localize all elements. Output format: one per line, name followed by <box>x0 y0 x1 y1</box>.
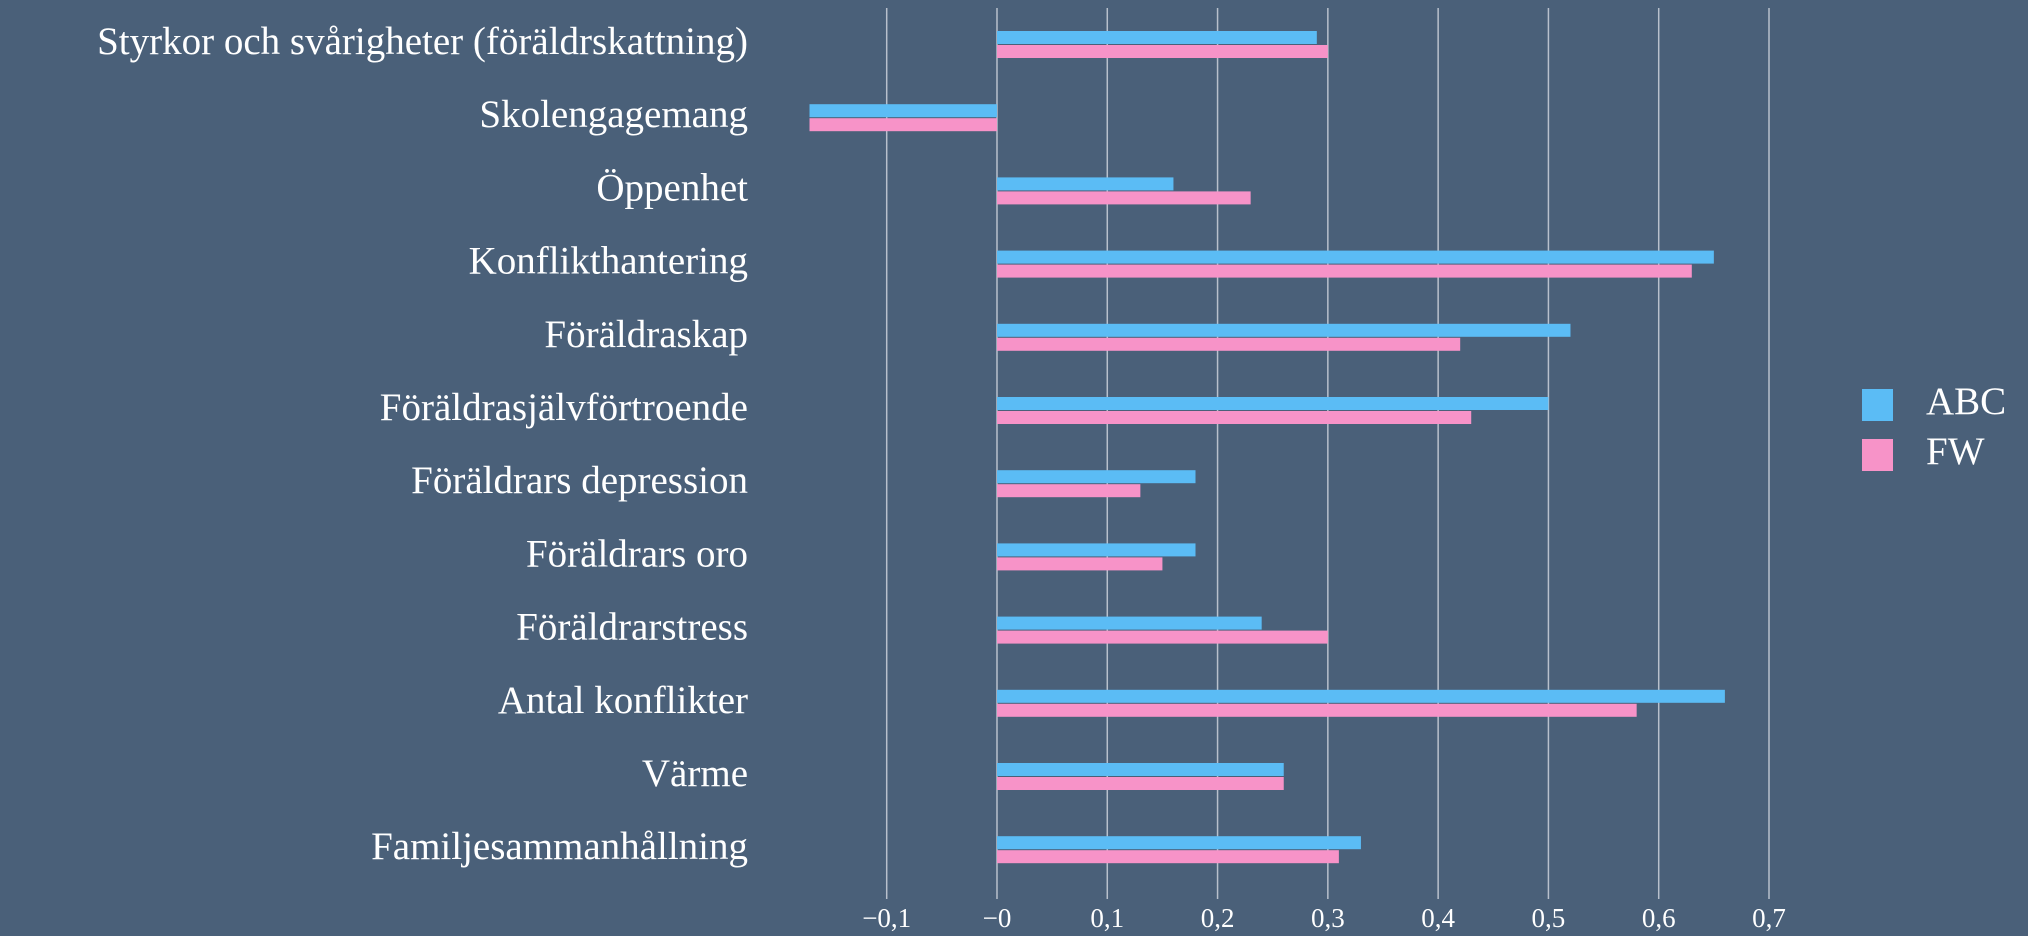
bar <box>809 118 997 132</box>
bar <box>996 397 1549 410</box>
bar <box>996 543 1196 557</box>
bar <box>809 104 997 118</box>
category-label: Antal konflikter <box>498 679 748 722</box>
category-label: Föräldrarstress <box>516 606 748 649</box>
bar <box>996 264 1692 278</box>
bar <box>996 703 1637 717</box>
category-label: Föräldrars depression <box>411 459 748 502</box>
bar <box>996 191 1251 205</box>
bar <box>996 323 1571 337</box>
x-tick-label: 0,1 <box>1090 903 1124 933</box>
category-label: Skolengagemang <box>479 93 748 136</box>
category-label: Familjesammanhållning <box>371 825 748 868</box>
bar <box>996 250 1714 264</box>
category-label: Värme <box>642 752 748 795</box>
bar <box>996 470 1196 484</box>
category-label: Styrkor och svårigheter (föräldrskattnin… <box>97 20 748 63</box>
x-tick-label: 0,6 <box>1642 903 1676 933</box>
bar <box>996 689 1725 703</box>
x-tick-label: −0,1 <box>862 903 911 933</box>
category-label: Öppenhet <box>596 166 748 209</box>
category-label: Föräldrasjälvförtroende <box>380 386 748 429</box>
bar <box>996 337 1461 351</box>
category-label: Föräldrars oro <box>526 532 748 575</box>
bar <box>996 31 1317 44</box>
x-tick-label: 0,5 <box>1532 903 1566 933</box>
bar <box>996 411 1472 424</box>
bar <box>996 616 1262 630</box>
x-tick-label: 0,2 <box>1201 903 1235 933</box>
bar <box>996 763 1284 776</box>
bar <box>996 557 1163 571</box>
legend-swatch <box>1862 439 1893 471</box>
x-tick-label: 0,4 <box>1421 903 1455 933</box>
legend-label: FW <box>1926 430 1985 473</box>
bar <box>996 777 1284 790</box>
legend-swatch <box>1862 389 1893 421</box>
x-tick-label: 0,7 <box>1752 903 1786 933</box>
bar <box>996 45 1328 58</box>
bar <box>996 850 1339 864</box>
legend-label: ABC <box>1926 380 2006 423</box>
bar <box>996 836 1361 850</box>
bar <box>996 177 1174 191</box>
category-label: Föräldraskap <box>544 313 748 356</box>
x-tick-label: 0,3 <box>1311 903 1345 933</box>
category-label: Konflikthantering <box>469 240 748 283</box>
bar <box>996 484 1141 498</box>
bar <box>996 630 1328 644</box>
x-tick-label: −0 <box>983 903 1012 933</box>
